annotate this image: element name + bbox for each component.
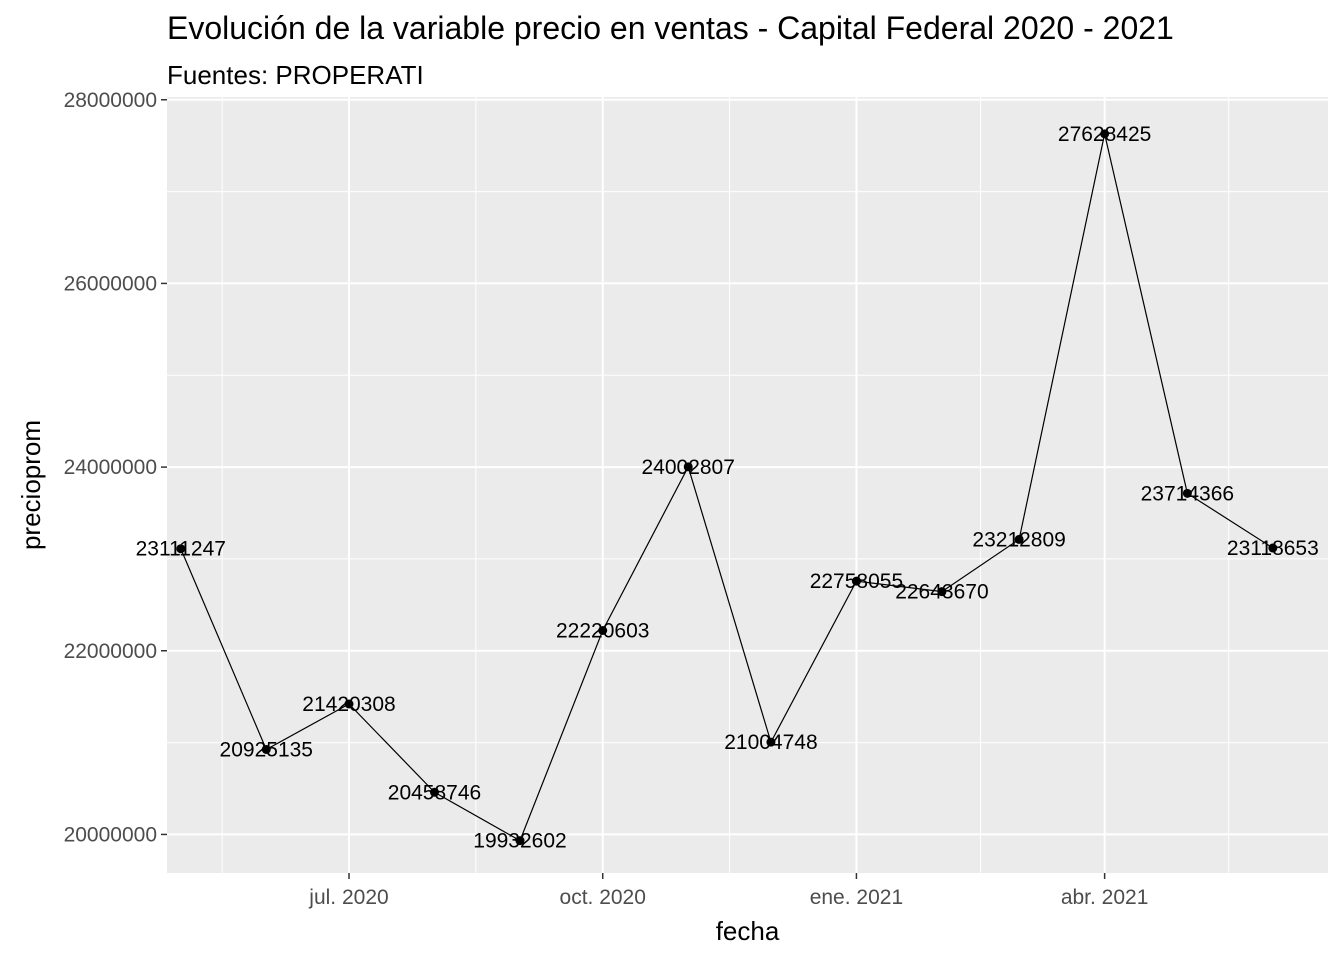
series-line [180,133,1274,842]
data-label: 23118653 [1227,537,1319,560]
data-label: 21420308 [302,693,395,716]
data-label: 27628425 [1058,123,1151,146]
major-gridlines [167,97,1328,873]
data-point [261,744,271,754]
x-tick-label: jul. 2020 [308,886,388,909]
y-axis: 20000000 22000000 24000000 26000000 28000000 [64,89,167,846]
data-point [851,576,861,586]
data-point [1268,543,1278,553]
x-axis: jul. 2020 oct. 2020 ene. 2021 abr. 2021 [308,873,1148,909]
data-point [176,544,186,554]
data-label: 23212809 [972,528,1065,551]
chart-subtitle: Fuentes: PROPERATI [167,60,424,90]
y-tick-label: 20000000 [64,823,157,846]
plot-panel [167,97,1328,873]
data-point [1100,129,1110,139]
y-tick-label: 28000000 [64,89,157,112]
x-tick-label: oct. 2020 [560,886,646,909]
data-point [344,699,354,709]
data-label: 22220603 [556,620,649,643]
x-tick-label: ene. 2021 [810,886,903,909]
data-label: 20925135 [220,738,313,761]
data-point [683,462,693,472]
y-tick-label: 26000000 [64,272,157,295]
x-tick-label: abr. 2021 [1061,886,1149,909]
y-tick-label: 24000000 [64,456,157,479]
data-point [1182,488,1192,498]
data-label: 23111247 [136,538,226,561]
data-point [766,737,776,747]
data-label: 22643670 [895,581,988,604]
data-point [1014,534,1024,544]
data-label: 23714366 [1141,482,1234,505]
series-line-group [180,133,1274,842]
minor-gridlines [167,97,1328,873]
data-label: 20458746 [388,781,481,804]
data-label: 19932602 [473,830,566,853]
data-point [515,836,525,846]
x-axis-title: fecha [716,916,780,946]
y-axis-title: precioprom [16,420,46,550]
data-point [429,787,439,797]
data-label: 21004748 [724,731,817,754]
data-point [598,626,608,636]
data-point [937,587,947,597]
data-label: 22758055 [810,570,903,593]
series-points [176,129,1278,846]
y-tick-label: 22000000 [64,640,157,663]
chart-title: Evolución de la variable precio en venta… [167,10,1174,46]
data-labels: 23111247 20925135 21420308 20458746 19932602… [136,123,1319,853]
data-label: 24002807 [641,456,734,479]
